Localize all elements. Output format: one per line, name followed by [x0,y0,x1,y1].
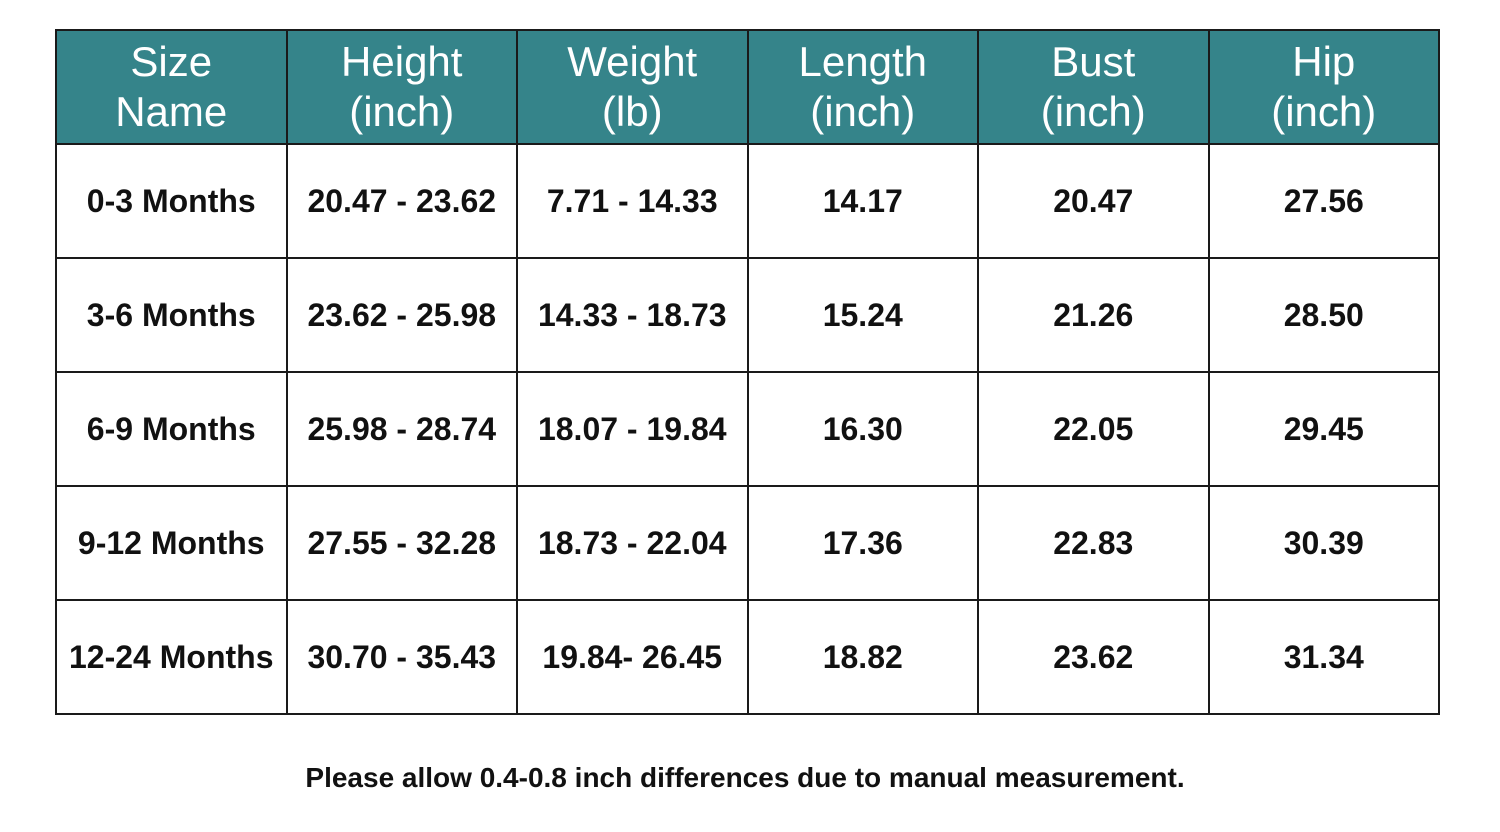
table-cell: 28.50 [1207,257,1440,373]
header-cell: Bust (inch) [977,29,1210,145]
table-cell: 31.34 [1207,599,1440,715]
header-text: Length [798,38,927,85]
table-cell: 20.47 - 23.62 [285,143,518,259]
table-cell: 12-24 Months [55,599,288,715]
table-row: 0-3 Months 20.47 - 23.62 7.71 - 14.33 14.17… [55,143,1440,259]
table-row: 12-24 Months 30.70 - 35.43 19.84- 26.45 18.… [55,599,1440,715]
table-cell: 23.62 - 25.98 [285,257,518,373]
table-row: 3-6 Months 23.62 - 25.98 14.33 - 18.73 15.2… [55,257,1440,373]
table-row: 6-9 Months 25.98 - 28.74 18.07 - 19.84 16.3… [55,371,1440,487]
header-text: Hip [1292,38,1356,85]
table-cell: 22.83 [977,485,1210,601]
table-cell: 17.36 [746,485,979,601]
header-text: (inch) [1271,88,1377,135]
header-cell: Hip (inch) [1207,29,1440,145]
table-cell: 14.17 [746,143,979,259]
footnote: Please allow 0.4-0.8 inch differences du… [305,762,1185,793]
header-cell: Size Name [55,29,288,145]
table-cell: 9-12 Months [55,485,288,601]
table-cell: 15.24 [746,257,979,373]
table-cell: 6-9 Months [55,371,288,487]
table-cell: 3-6 Months [55,257,288,373]
table-cell: 14.33 - 18.73 [516,257,749,373]
header-text: (inch) [810,88,916,135]
table-cell: 21.26 [977,257,1210,373]
header-text: (inch) [1040,88,1146,135]
table-cell: 18.73 - 22.04 [516,485,749,601]
table-cell: 27.55 - 32.28 [285,485,518,601]
header-cell: Height (inch) [285,29,518,145]
table-body: 0-3 Months 20.47 - 23.62 7.71 - 14.33 14.17… [55,143,1440,715]
header-text: Size [130,38,213,85]
header-text: (inch) [349,88,455,135]
table-cell: 7.71 - 14.33 [516,143,749,259]
size-table: Size Name Height (inch) Weight (lb) Length (inc… [55,29,1440,715]
header-text: Weight [567,38,698,85]
table-cell: 0-3 Months [55,143,288,259]
table-cell: 27.56 [1207,143,1440,259]
table-cell: 25.98 - 28.74 [285,371,518,487]
table-cell: 23.62 [977,599,1210,715]
header-cell: Weight (lb) [516,29,749,145]
header-text: (lb) [601,88,663,135]
header-text: Bust [1051,38,1136,85]
header-row: Size Name Height (inch) Weight (lb) Length (inc… [55,29,1440,145]
table-cell: 22.05 [977,371,1210,487]
header-text: Height [341,38,463,85]
table-cell: 19.84- 26.45 [516,599,749,715]
header-text: Name [115,88,228,135]
table-row: 9-12 Months 27.55 - 32.28 18.73 - 22.04 17.… [55,485,1440,601]
table-cell: 20.47 [977,143,1210,259]
table-cell: 29.45 [1207,371,1440,487]
table-cell: 18.07 - 19.84 [516,371,749,487]
header-cell: Length (inch) [746,29,979,145]
table-cell: 30.70 - 35.43 [285,599,518,715]
table-cell: 18.82 [746,599,979,715]
table-cell: 30.39 [1207,485,1440,601]
table-cell: 16.30 [746,371,979,487]
